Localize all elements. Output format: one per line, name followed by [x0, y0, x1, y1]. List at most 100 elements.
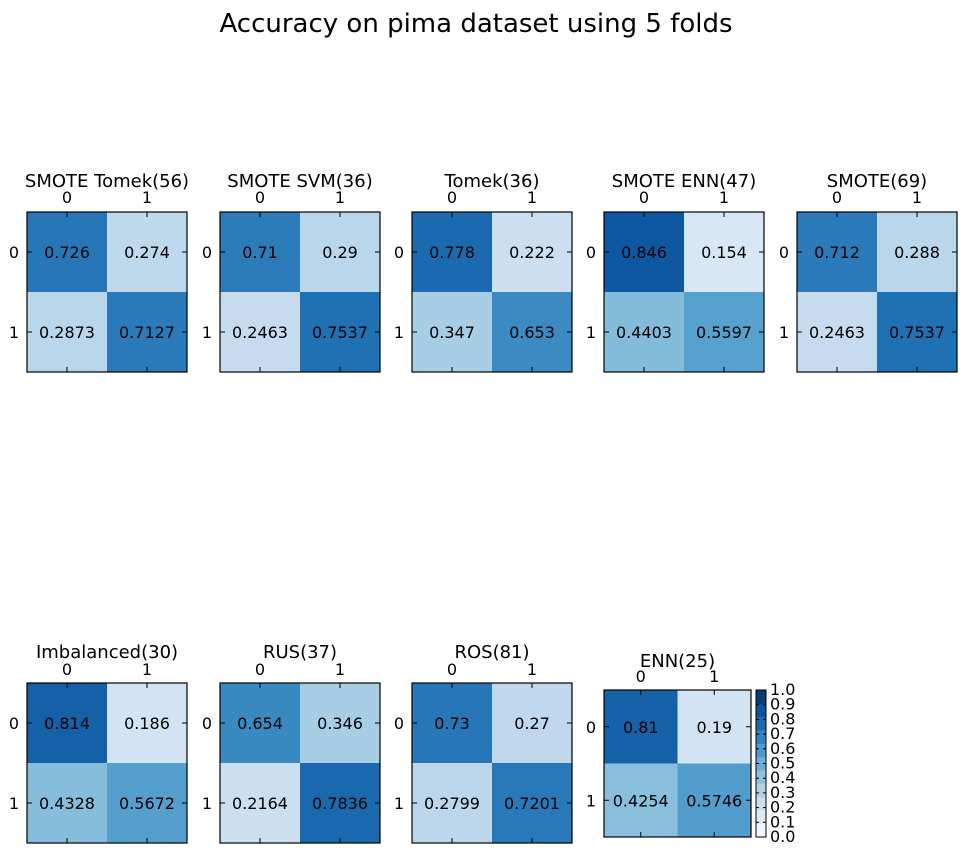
- panel-title: RUS(37): [263, 642, 337, 663]
- heatmap-cell: [604, 690, 678, 764]
- heatmap-cell: [220, 212, 300, 292]
- confusion-matrix-8: ROS(81) 0.73 0.27 0.2799 0.7201 0 0 1 1: [394, 642, 573, 844]
- heatmap-cell: [220, 763, 300, 843]
- heatmap-cell: [492, 683, 572, 763]
- heatmap-cell: [412, 212, 492, 292]
- heatmap-cell: [27, 292, 107, 372]
- heatmap-cell: [412, 763, 492, 843]
- colorbar-segment: [756, 690, 766, 704]
- panel-frame: [26, 211, 188, 373]
- y-tick-label: 0: [394, 243, 404, 262]
- x-tick-label: 0: [447, 188, 457, 207]
- confusion-matrix-9: ENN(25) 0.81 0.19 0.4254 0.5746 0 0 1 1: [586, 651, 752, 838]
- cell-value-label: 0.222: [509, 243, 555, 262]
- cell-value-label: 0.5597: [696, 323, 752, 342]
- colorbar-tick-label: 0.3: [770, 783, 795, 802]
- confusion-matrix-1: SMOTE Tomek(56) 0.726 0.274 0.2873 0.7127 0 0 1…: [9, 171, 189, 373]
- panel-frame: [219, 211, 381, 373]
- cell-value-label: 0.7201: [504, 794, 560, 813]
- heatmap-cell: [684, 212, 764, 292]
- cell-value-label: 0.4403: [616, 323, 672, 342]
- heatmap-cell: [107, 683, 187, 763]
- colorbar-segment: [756, 756, 766, 771]
- cell-value-label: 0.7836: [312, 794, 368, 813]
- cell-value-label: 0.274: [124, 243, 170, 262]
- heatmap-cell: [27, 763, 107, 843]
- colorbar-tick-label: 0.4: [770, 768, 795, 787]
- cell-value-label: 0.653: [509, 323, 555, 342]
- confusion-matrix-4: SMOTE ENN(47) 0.846 0.154 0.4403 0.5597 0 0 1 1: [586, 171, 765, 373]
- cell-value-label: 0.814: [44, 714, 90, 733]
- heatmap-cell: [220, 683, 300, 763]
- heatmap-cell: [604, 212, 684, 292]
- cell-value-label: 0.5672: [119, 794, 175, 813]
- cell-value-label: 0.186: [124, 714, 170, 733]
- x-tick-label: 0: [636, 667, 646, 686]
- colorbar-tick-label: 0.9: [770, 695, 795, 714]
- panel-frame: [219, 682, 381, 844]
- confusion-matrix-3: Tomek(36) 0.778 0.222 0.347 0.653 0 0 1 1: [394, 171, 573, 373]
- y-tick-label: 0: [586, 243, 596, 262]
- y-tick-label: 1: [779, 323, 789, 342]
- heatmap-cell: [107, 212, 187, 292]
- cell-value-label: 0.81: [623, 718, 659, 737]
- x-tick-label: 1: [335, 660, 345, 679]
- colorbar-tick-label: 0.7: [770, 724, 795, 743]
- panel-title: ROS(81): [454, 642, 529, 663]
- y-tick-label: 0: [9, 243, 19, 262]
- colorbar-tick-label: 0.0: [770, 827, 795, 846]
- cell-value-label: 0.726: [44, 243, 90, 262]
- colorbar-segment: [756, 716, 766, 731]
- x-tick-label: 0: [639, 188, 649, 207]
- heatmap-cell: [604, 292, 684, 372]
- y-tick-label: 1: [586, 323, 596, 342]
- x-tick-label: 0: [62, 660, 72, 679]
- panel-frame: [411, 211, 573, 373]
- cell-value-label: 0.654: [237, 714, 283, 733]
- confusion-matrix-panels: SMOTE Tomek(56) 0.726 0.274 0.2873 0.7127 0 0 1…: [9, 171, 958, 844]
- y-tick-label: 1: [394, 323, 404, 342]
- confusion-matrix-7: RUS(37) 0.654 0.346 0.2164 0.7836 0 0 1 1: [202, 642, 381, 844]
- x-tick-label: 0: [255, 188, 265, 207]
- panel-title: SMOTE Tomek(56): [25, 171, 189, 192]
- panel-title: ENN(25): [640, 651, 715, 672]
- heatmap-cell: [27, 683, 107, 763]
- cell-value-label: 0.71: [242, 243, 278, 262]
- cell-value-label: 0.4254: [613, 791, 669, 810]
- panel-frame: [603, 689, 752, 838]
- y-tick-label: 0: [202, 714, 212, 733]
- heatmap-cell: [492, 212, 572, 292]
- colorbar-tick-label: 0.5: [770, 754, 795, 773]
- colorbar-segment: [756, 796, 766, 811]
- colorbar-tick-label: 1.0: [770, 680, 795, 699]
- x-tick-label: 1: [719, 188, 729, 207]
- heatmap-cell: [412, 292, 492, 372]
- colorbar-tick-label: 0.2: [770, 798, 795, 817]
- panel-title: Imbalanced(30): [36, 642, 178, 663]
- y-tick-label: 1: [202, 794, 212, 813]
- heatmap-cell: [300, 683, 380, 763]
- cell-value-label: 0.2463: [809, 323, 865, 342]
- confusion-matrix-5: SMOTE(69) 0.712 0.288 0.2463 0.7537 0 0 1 1: [779, 171, 958, 373]
- cell-value-label: 0.846: [621, 243, 667, 262]
- y-tick-label: 0: [779, 243, 789, 262]
- cell-value-label: 0.288: [894, 243, 940, 262]
- panel-frame: [411, 682, 573, 844]
- panel-frame: [796, 211, 958, 373]
- heatmap-cell: [107, 292, 187, 372]
- y-tick-label: 0: [586, 718, 596, 737]
- colorbar: 0.00.10.20.30.40.50.60.70.80.91.0: [755, 680, 795, 846]
- y-tick-label: 0: [202, 243, 212, 262]
- cell-value-label: 0.778: [429, 243, 475, 262]
- cell-value-label: 0.4328: [39, 794, 95, 813]
- panel-frame: [603, 211, 765, 373]
- colorbar-tick-label: 0.1: [770, 812, 795, 831]
- x-tick-label: 1: [142, 660, 152, 679]
- cell-value-label: 0.7127: [119, 323, 175, 342]
- x-tick-label: 0: [62, 188, 72, 207]
- y-tick-label: 0: [9, 714, 19, 733]
- heatmap-cell: [492, 292, 572, 372]
- cell-value-label: 0.712: [814, 243, 860, 262]
- cell-value-label: 0.346: [317, 714, 363, 733]
- colorbar-segment: [756, 743, 766, 758]
